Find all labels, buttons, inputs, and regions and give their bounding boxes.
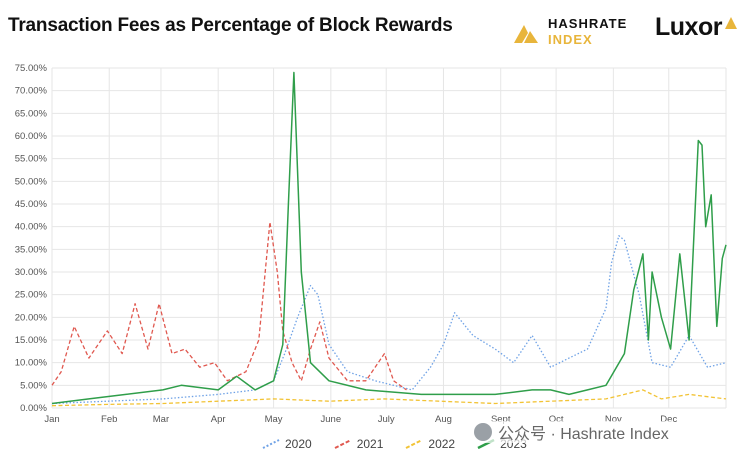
x-tick-label: Apr xyxy=(211,414,226,425)
hashrate-logo-text: HASHRATE xyxy=(548,16,628,31)
y-tick-label: 15.00% xyxy=(15,335,48,346)
y-tick-label: 20.00% xyxy=(15,312,48,323)
y-tick-label: 65.00% xyxy=(15,108,48,119)
legend-label-2021: 2021 xyxy=(356,437,384,451)
legend-item-2022[interactable]: 2022 xyxy=(405,436,455,452)
legend-swatch-2022 xyxy=(405,439,423,449)
watermark-text: 公众号 · Hashrate Index xyxy=(498,426,669,443)
legend-item-2020[interactable]: 2020 xyxy=(262,436,312,452)
y-tick-label: 30.00% xyxy=(15,267,48,278)
y-tick-label: 75.00% xyxy=(15,63,48,74)
series-line-2021 xyxy=(51,221,407,391)
series-line-2020 xyxy=(51,235,727,405)
legend-item-2021[interactable]: 2021 xyxy=(334,436,384,452)
y-tick-label: 25.00% xyxy=(15,290,48,301)
hashrate-index-icon xyxy=(514,25,538,43)
series-line-2022 xyxy=(51,389,727,407)
x-tick-label: May xyxy=(265,414,283,425)
legend-swatch-2021 xyxy=(334,439,352,449)
hashrate-index-logo: HASHRATE INDEX xyxy=(512,14,632,50)
x-tick-label: July xyxy=(378,414,395,425)
x-tick-label: Jan xyxy=(44,414,59,425)
x-tick-label: June xyxy=(321,414,342,425)
chart-title: Transaction Fees as Percentage of Block … xyxy=(8,15,453,36)
wechat-icon xyxy=(474,423,492,441)
x-tick-label: Aug xyxy=(435,414,452,425)
luxor-logo: Luxor xyxy=(655,13,722,41)
y-tick-label: 10.00% xyxy=(15,358,48,369)
luxor-arrow-icon xyxy=(725,17,737,29)
y-tick-label: 0.00% xyxy=(20,403,47,414)
wechat-watermark: 公众号 · Hashrate Index xyxy=(470,421,673,443)
y-tick-label: 50.00% xyxy=(15,176,48,187)
x-tick-label: Feb xyxy=(101,414,117,425)
index-logo-text: INDEX xyxy=(548,32,593,47)
legend-label-2022: 2022 xyxy=(428,437,456,451)
y-tick-label: 5.00% xyxy=(20,380,47,391)
x-tick-label: Sept xyxy=(491,414,511,425)
legend-swatch-2020 xyxy=(262,439,280,449)
y-tick-label: 70.00% xyxy=(15,86,48,97)
legend-label-2020: 2020 xyxy=(285,437,312,451)
y-tick-label: 40.00% xyxy=(15,222,48,233)
y-tick-label: 45.00% xyxy=(15,199,48,210)
y-tick-label: 55.00% xyxy=(15,154,48,165)
series-line-2023 xyxy=(51,71,727,405)
y-tick-label: 60.00% xyxy=(15,131,48,142)
x-tick-label: Dec xyxy=(660,414,677,425)
x-tick-label: Mar xyxy=(153,414,169,425)
x-tick-label: Oct xyxy=(549,414,564,425)
y-tick-label: 35.00% xyxy=(15,244,48,255)
x-tick-label: Nov xyxy=(605,414,622,425)
